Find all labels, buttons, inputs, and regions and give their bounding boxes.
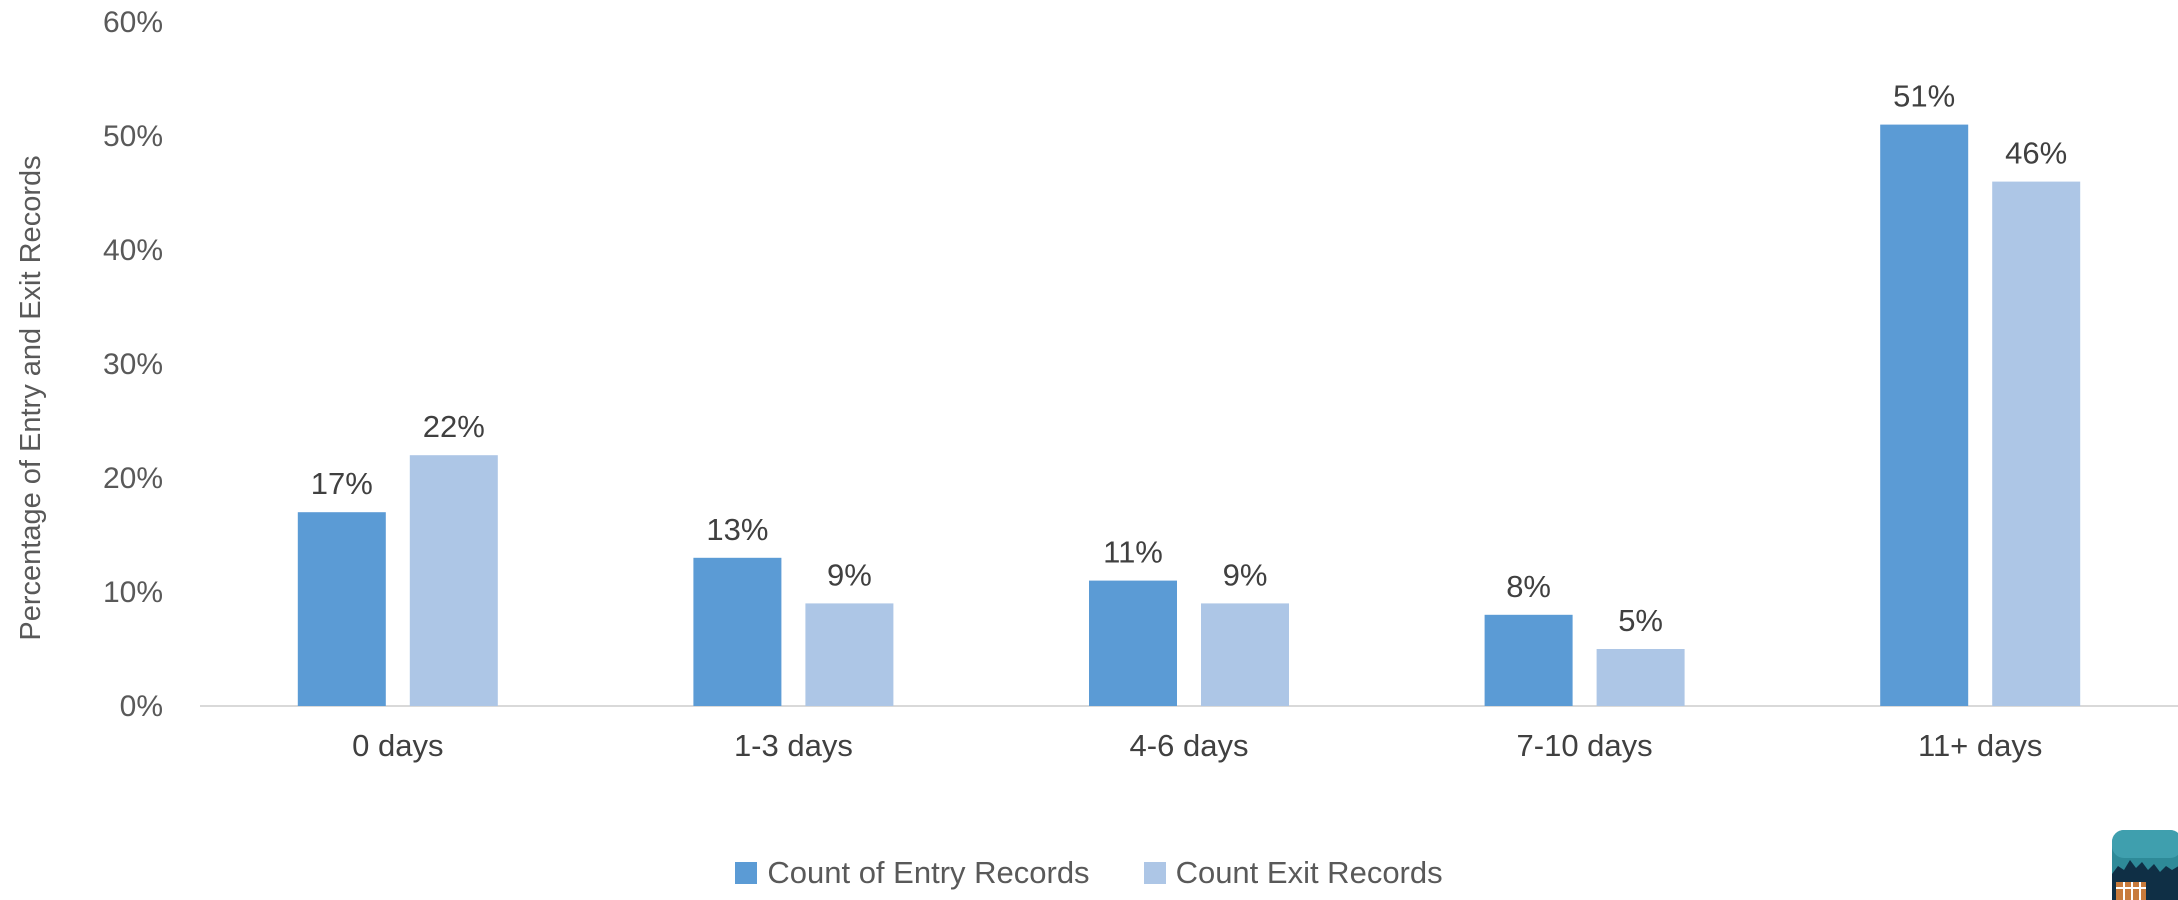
logo-icon xyxy=(2112,830,2178,900)
data-label: 17% xyxy=(311,466,373,501)
y-tick-label: 0% xyxy=(120,690,163,723)
y-tick-label: 30% xyxy=(103,348,163,381)
y-tick-label: 50% xyxy=(103,120,163,153)
data-labels: 17% 22% 13% 9% 11% 9% 8% 5% 51% 46% xyxy=(311,79,2067,638)
x-category-label: 11+ days xyxy=(1918,728,2042,763)
data-label: 46% xyxy=(2005,136,2067,171)
data-label: 8% xyxy=(1506,569,1551,604)
bar-exit xyxy=(409,455,498,706)
y-tick-label: 60% xyxy=(103,6,163,39)
legend-swatch-exit xyxy=(1143,862,1166,884)
category-labels: 0 days 1-3 days 4-6 days 7-10 days 11+ days xyxy=(352,728,2042,763)
legend-label-exit: Count Exit Records xyxy=(1175,855,1443,890)
legend-item-exit: Count Exit Records xyxy=(1143,855,1443,891)
bar-exit xyxy=(1596,649,1685,706)
legend-swatch-entry xyxy=(735,862,758,884)
x-category-label: 4-6 days xyxy=(1130,728,1249,763)
bar-chart: Percentage of Entry and Exit Records 0% 1… xyxy=(15,6,2178,763)
x-category-label: 7-10 days xyxy=(1517,728,1653,763)
y-axis-label: Percentage of Entry and Exit Records xyxy=(15,155,47,640)
y-tick-label: 20% xyxy=(103,462,163,495)
y-tick-label: 10% xyxy=(103,576,163,609)
y-axis-ticks: 0% 10% 20% 30% 40% 50% 60% xyxy=(103,6,163,723)
bars xyxy=(297,124,2081,707)
data-label: 5% xyxy=(1618,603,1663,638)
bar-exit xyxy=(1201,603,1289,706)
x-category-label: 1-3 days xyxy=(734,728,853,763)
legend-label-entry: Count of Entry Records xyxy=(767,855,1090,890)
y-tick-label: 40% xyxy=(103,234,163,267)
bar-entry xyxy=(1484,614,1573,706)
data-label: 9% xyxy=(827,557,872,592)
legend-item-entry: Count of Entry Records xyxy=(735,855,1090,891)
data-label: 22% xyxy=(423,409,485,444)
bar-exit xyxy=(1992,181,2081,707)
bar-entry xyxy=(693,557,782,706)
data-label: 9% xyxy=(1223,557,1268,592)
data-label: 51% xyxy=(1893,79,1955,114)
bar-entry xyxy=(1880,124,1969,707)
bar-exit xyxy=(805,603,894,706)
legend: Count of Entry Records Count Exit Record… xyxy=(0,855,2178,891)
data-label: 13% xyxy=(706,512,768,547)
bar-entry xyxy=(1089,580,1177,706)
x-category-label: 0 days xyxy=(352,728,443,763)
bar-entry xyxy=(297,512,386,706)
data-label: 11% xyxy=(1103,535,1163,570)
